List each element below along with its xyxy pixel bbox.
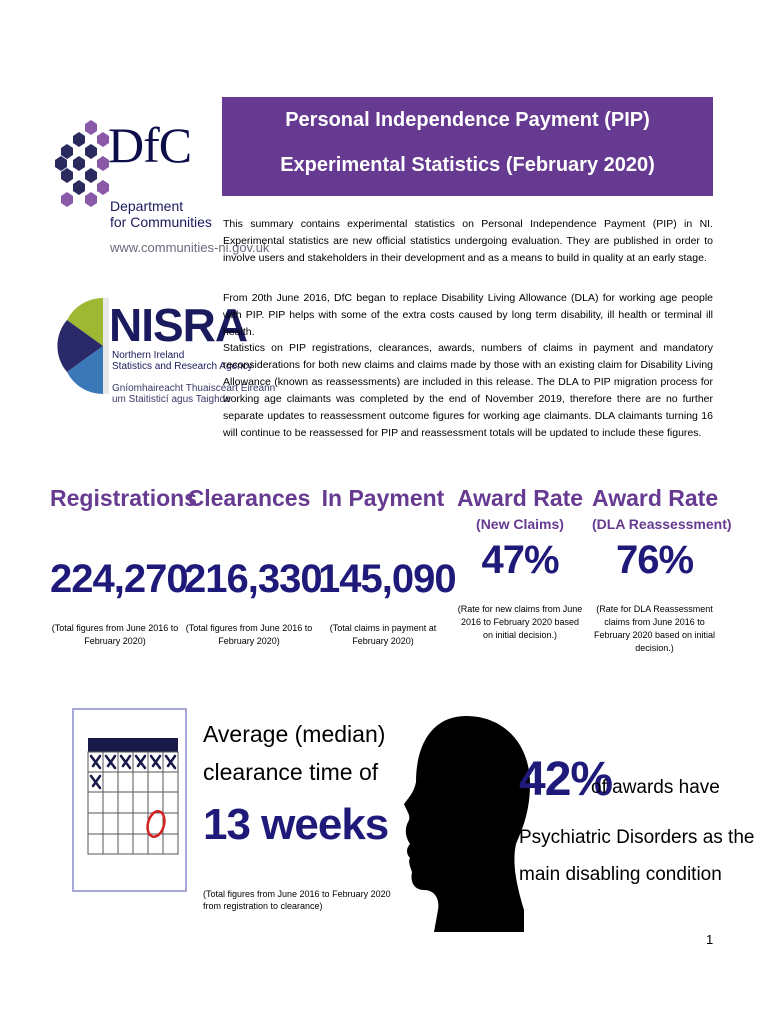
median-value: 13 weeks — [203, 800, 389, 849]
stat-note: (Total figures from June 2016 to Februar… — [185, 623, 313, 646]
intro-paragraph-2: From 20th June 2016, DfC began to replac… — [223, 292, 713, 338]
stat-note: (Rate for new claims from June 2016 to F… — [457, 604, 583, 640]
stat-value: 216,330 — [184, 557, 323, 601]
dfc-line2: for Communities — [110, 214, 212, 230]
stat-in-payment: In Payment 145,090 (Total claims in paym… — [318, 485, 457, 648]
dfc-line1: Department — [110, 198, 184, 214]
stat-heading: Clearances — [187, 485, 311, 511]
title-banner: Personal Independence Payment (PIP) Expe… — [222, 97, 713, 196]
stat-clearances: Clearances 216,330 (Total figures from J… — [184, 485, 323, 648]
calendar-graphic — [87, 738, 179, 855]
median-note-line2: from registration to clearance) — [203, 901, 323, 911]
nisra-wordmark: NISRA — [109, 299, 248, 351]
dfc-department-name: Department for Communities — [110, 198, 212, 230]
intro-paragraph-1: This summary contains experimental stati… — [223, 218, 713, 264]
stat-registrations: Registrations 224,270 (Total figures fro… — [50, 485, 197, 648]
psychiatric-line1: Psychiatric Disorders as the — [519, 827, 755, 848]
dfc-wordmark: DfC — [108, 117, 192, 173]
stat-note: (Total claims in payment at February 202… — [329, 623, 437, 646]
stat-award-rate-dla: Award Rate (DLA Reassessment) 76% (Rate … — [592, 485, 732, 655]
dfc-url: www.communities-ni.gov.uk — [110, 240, 270, 255]
stat-heading: Registrations — [50, 485, 197, 511]
nisra-sub-line1: Northern Ireland — [112, 350, 185, 361]
page-title: Personal Independence Payment (PIP) — [285, 109, 650, 131]
page-subtitle: Experimental Statistics (February 2020) — [280, 154, 655, 176]
nisra-logo-mark — [57, 297, 109, 395]
median-note: (Total figures from June 2016 to Februar… — [203, 888, 391, 912]
stat-heading: Award Rate — [592, 485, 719, 511]
stat-heading: In Payment — [321, 485, 445, 511]
stat-value: 224,270 — [50, 557, 189, 601]
stat-value: 47% — [481, 538, 559, 582]
stat-note: (Rate for DLA Reassessment claims from J… — [593, 604, 716, 653]
intro-paragraph-3: Statistics on PIP registrations, clearan… — [223, 342, 713, 439]
stat-note: (Total figures from June 2016 to Februar… — [51, 623, 179, 646]
page-number: 1 — [706, 932, 714, 947]
stat-subheading: (DLA Reassessment) — [592, 516, 732, 532]
calendar-icon — [72, 708, 187, 892]
head-silhouette-icon — [404, 716, 530, 932]
stat-subheading: (New Claims) — [476, 516, 564, 532]
psychiatric-suffix: of awards have — [591, 777, 720, 798]
stat-value: 76% — [615, 538, 694, 582]
stat-value: 145,090 — [318, 557, 457, 601]
median-label-line1: Average (median) — [203, 721, 386, 747]
nisra-subtitle: Northern Ireland Statistics and Research… — [112, 350, 253, 372]
median-note-line1: (Total figures from June 2016 to Februar… — [203, 889, 391, 899]
stat-heading: Award Rate — [456, 485, 584, 511]
median-label-line2: clearance time of — [203, 759, 379, 785]
nisra-sub-line2: Statistics and Research Agency — [112, 361, 253, 372]
nisra-irish-line1: Gníomhaireacht Thuaisceart Éireann — [112, 383, 276, 394]
nisra-irish-name: Gníomhaireacht Thuaisceart Éireann um St… — [112, 383, 275, 405]
dfc-logo-mark — [55, 120, 109, 207]
psychiatric-line2: main disabling condition — [519, 864, 722, 885]
nisra-irish-line2: um Staitisticí agus Taighde — [112, 394, 231, 405]
stat-award-rate-new: Award Rate (New Claims) 47% (Rate for ne… — [455, 485, 585, 642]
psychiatric-percentage: 42% — [519, 753, 613, 806]
